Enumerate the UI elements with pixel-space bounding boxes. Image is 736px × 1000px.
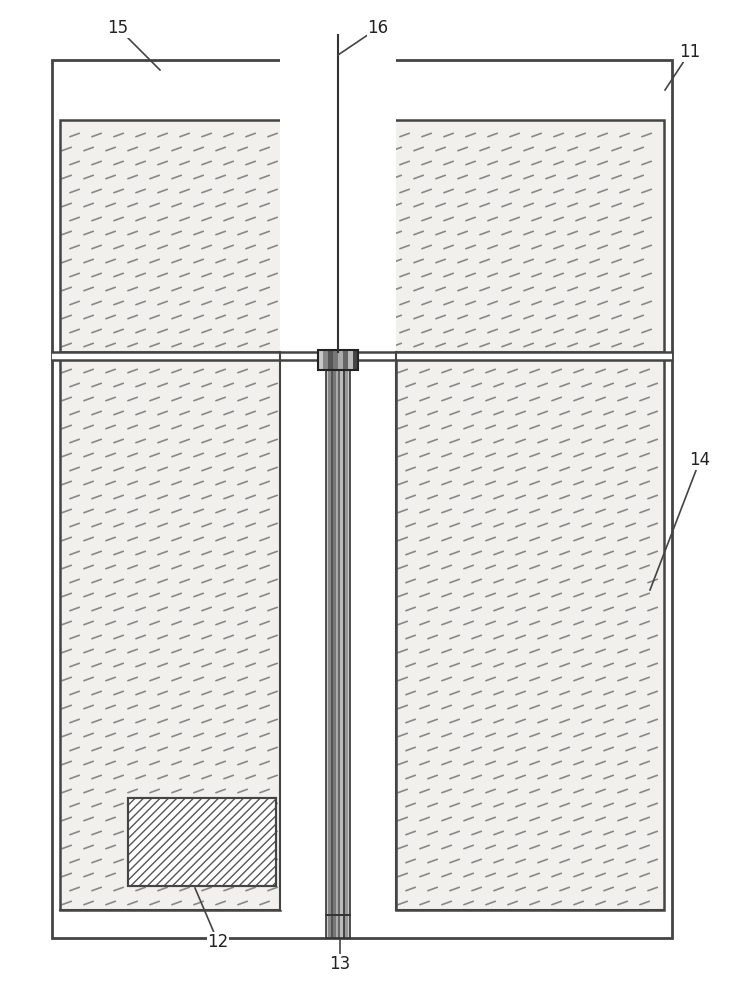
Bar <box>326 915 328 938</box>
Bar <box>323 350 328 370</box>
Bar <box>326 915 350 938</box>
Bar <box>338 352 340 915</box>
Bar <box>336 352 338 915</box>
Bar <box>330 352 333 915</box>
Bar <box>330 915 333 938</box>
Bar <box>128 798 276 886</box>
Bar <box>345 352 347 915</box>
Text: 12: 12 <box>208 933 229 951</box>
Bar <box>336 915 338 938</box>
Text: 14: 14 <box>690 451 710 469</box>
Bar <box>338 350 343 370</box>
Bar <box>60 120 664 352</box>
Bar <box>343 915 345 938</box>
Bar <box>345 915 347 938</box>
Bar <box>328 350 333 370</box>
Bar <box>396 357 664 910</box>
Bar <box>326 352 350 915</box>
Bar <box>128 798 276 886</box>
Text: 15: 15 <box>107 19 129 37</box>
Bar <box>318 350 358 370</box>
Bar <box>343 352 345 915</box>
Bar <box>347 915 350 938</box>
Text: 13: 13 <box>330 955 350 973</box>
Bar <box>52 352 672 360</box>
Text: 11: 11 <box>679 43 701 61</box>
Bar <box>326 915 350 938</box>
Bar <box>128 798 276 886</box>
Bar <box>60 357 280 910</box>
Bar <box>353 350 358 370</box>
Text: 16: 16 <box>367 19 389 37</box>
Bar <box>348 350 353 370</box>
Bar <box>52 60 672 938</box>
Bar <box>60 357 280 910</box>
Bar <box>333 350 338 370</box>
Bar <box>128 798 276 886</box>
Bar <box>333 915 336 938</box>
Bar <box>340 352 343 915</box>
Bar <box>396 357 664 910</box>
Bar <box>318 350 323 370</box>
Bar <box>340 915 343 938</box>
Bar <box>333 352 336 915</box>
Bar <box>328 915 330 938</box>
Bar <box>343 350 348 370</box>
Bar <box>328 352 330 915</box>
Bar <box>60 120 664 352</box>
Bar <box>280 0 396 910</box>
Bar <box>347 352 350 915</box>
Bar <box>338 915 340 938</box>
Bar <box>326 352 328 915</box>
